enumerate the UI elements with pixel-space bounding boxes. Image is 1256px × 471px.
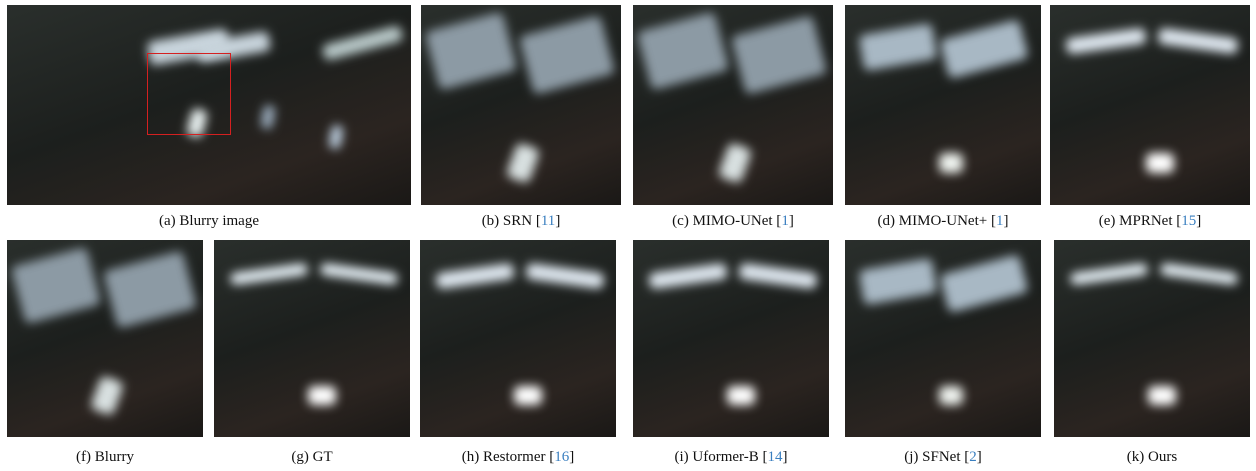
zoom-box <box>147 53 231 135</box>
light-streak <box>648 262 728 289</box>
caption-text: (c) MIMO-UNet [ <box>672 213 781 229</box>
caption: (h) Restormer [16] <box>420 449 616 466</box>
caption-text: (e) MPRNet [ <box>1099 213 1182 229</box>
light-streak <box>328 124 344 150</box>
light-streak <box>1146 153 1174 173</box>
light-streak <box>858 23 938 71</box>
caption: (b) SRN [11] <box>421 213 621 230</box>
light-streak <box>525 262 605 289</box>
light-streak <box>319 262 398 285</box>
result-image <box>633 240 829 437</box>
light-streak <box>308 386 335 406</box>
caption: (c) MIMO-UNet [1] <box>633 213 833 230</box>
light-streak <box>435 262 515 289</box>
light-streak <box>103 250 198 328</box>
caption-text: ] <box>789 213 794 229</box>
caption: (d) MIMO-UNet+ [1] <box>845 213 1041 230</box>
light-streak <box>90 375 124 416</box>
caption-text: ] <box>1003 213 1008 229</box>
light-streak <box>731 15 828 95</box>
caption-text: (a) Blurry image <box>159 213 259 229</box>
light-streak <box>260 104 276 130</box>
result-image <box>7 5 411 205</box>
caption-text: ] <box>569 449 574 465</box>
light-streak <box>519 15 616 95</box>
light-streak <box>1159 262 1238 285</box>
result-image <box>1054 240 1250 437</box>
light-streak <box>321 25 403 61</box>
light-streak <box>506 142 541 184</box>
light-streak <box>727 386 754 406</box>
light-streak <box>637 12 730 91</box>
light-streak <box>718 142 753 184</box>
light-streak <box>939 153 963 173</box>
caption-text: (h) Restormer [ <box>462 449 554 465</box>
light-streak <box>939 386 963 406</box>
caption-text: ] <box>977 449 982 465</box>
light-streak <box>425 12 518 91</box>
citation: 2 <box>969 449 977 465</box>
caption-text: (b) SRN [ <box>482 213 541 229</box>
caption: (e) MPRNet [15] <box>1050 213 1250 230</box>
figure: (a) Blurry image(b) SRN [11](c) MIMO-UNe… <box>0 0 1256 471</box>
light-streak <box>939 254 1029 313</box>
caption-text: (i) Uformer-B [ <box>675 449 768 465</box>
light-streak <box>738 262 818 289</box>
caption-text: (d) MIMO-UNet+ [ <box>878 213 996 229</box>
result-image <box>421 5 621 205</box>
result-image <box>7 240 203 437</box>
caption-text: ] <box>783 449 788 465</box>
light-streak <box>10 247 101 324</box>
result-image <box>845 240 1041 437</box>
result-image <box>845 5 1041 205</box>
result-image <box>633 5 833 205</box>
light-streak <box>1069 262 1148 285</box>
light-streak <box>1148 386 1175 406</box>
citation: 16 <box>554 449 569 465</box>
caption: (f) Blurry <box>7 449 203 466</box>
citation: 1 <box>781 213 789 229</box>
caption-text: (j) SFNet [ <box>904 449 969 465</box>
result-image <box>1050 5 1250 205</box>
caption-text: (g) GT <box>291 449 332 465</box>
citation: 14 <box>768 449 783 465</box>
caption: (i) Uformer-B [14] <box>633 449 829 466</box>
light-streak <box>229 262 308 285</box>
light-streak <box>1157 28 1238 55</box>
light-streak <box>858 257 937 305</box>
result-image <box>214 240 410 437</box>
caption: (j) SFNet [2] <box>845 449 1041 466</box>
citation: 11 <box>541 213 555 229</box>
caption-text: (k) Ours <box>1127 449 1177 465</box>
light-streak <box>514 386 541 406</box>
light-streak <box>939 19 1029 79</box>
caption: (k) Ours <box>1054 449 1250 466</box>
result-image <box>420 240 616 437</box>
caption-text: ] <box>555 213 560 229</box>
caption-text: ] <box>1196 213 1201 229</box>
caption-text: (f) Blurry <box>76 449 134 465</box>
citation: 15 <box>1181 213 1196 229</box>
light-streak <box>1065 28 1146 55</box>
caption: (a) Blurry image <box>7 213 411 230</box>
caption: (g) GT <box>214 449 410 466</box>
